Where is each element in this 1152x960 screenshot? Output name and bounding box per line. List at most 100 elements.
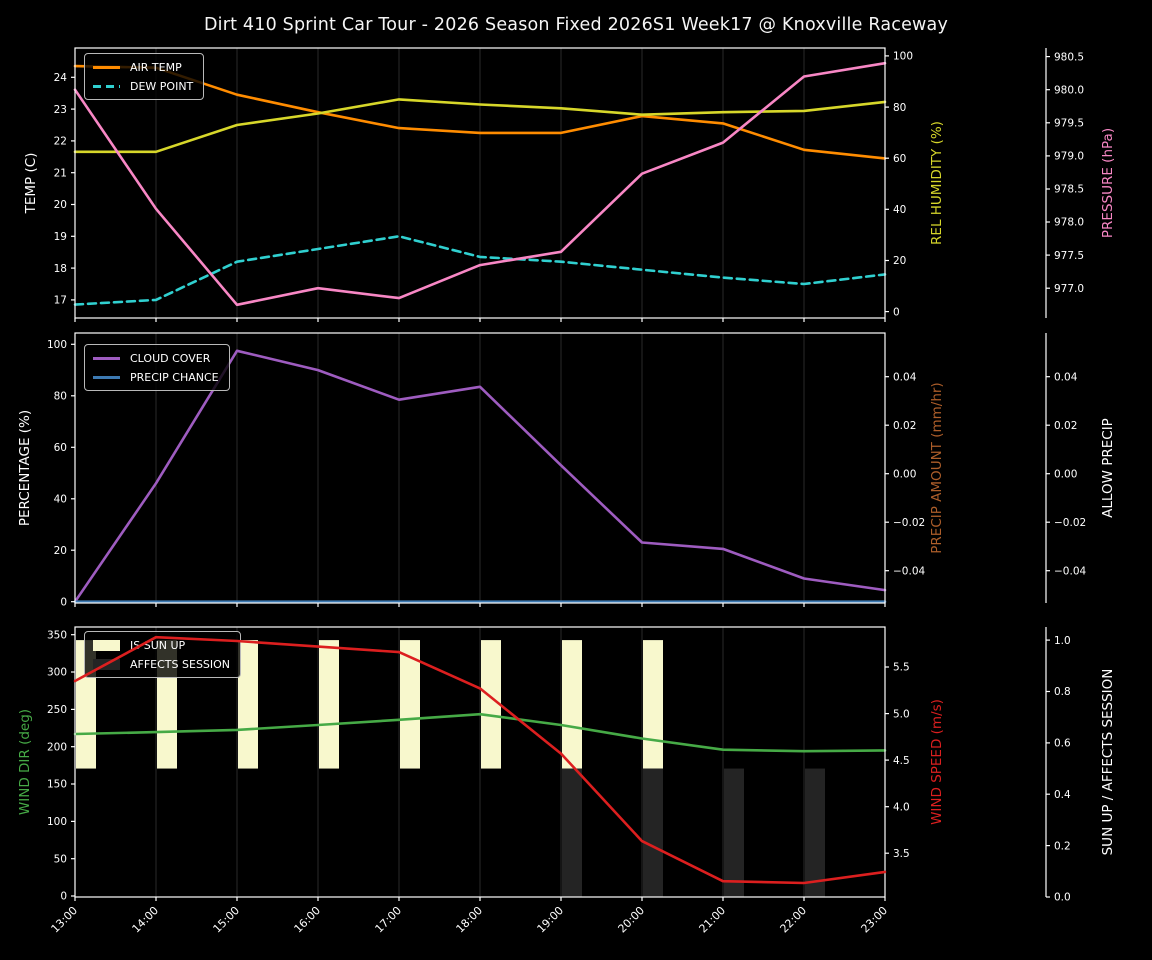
y-axis-label-wind-dir: WIND DIR (deg): [17, 708, 33, 816]
y-tick-label: 5.5: [893, 662, 910, 674]
legend-item-is-sun-up: IS SUN UP: [93, 638, 230, 652]
series-pressure: [73, 61, 887, 307]
bar-affects-session: [724, 768, 744, 897]
bar-is-sun-up: [481, 640, 501, 769]
series-air-temp: [73, 64, 887, 160]
y-tick-label: 60: [893, 153, 906, 165]
y-tick-label: 0.04: [893, 371, 917, 383]
y-tick-label: 980.5: [1054, 51, 1084, 63]
y-tick-label: 100: [47, 339, 67, 351]
y-tick-label: 0.4: [1054, 789, 1071, 801]
legend-temperature: AIR TEMP DEW POINT: [84, 53, 205, 100]
y-tick-label: 24: [54, 72, 68, 84]
y-tick-label: 0.04: [1054, 371, 1078, 383]
y-tick-label: 250: [47, 704, 67, 716]
dew-point-dashed-line-swatch: [93, 84, 120, 88]
y-axis-label-percentage: PERCENTAGE (%): [17, 409, 33, 527]
precip-chance-line-swatch: [93, 375, 120, 379]
y-tick-label: 20: [54, 199, 67, 211]
y-tick-label: 40: [54, 493, 67, 505]
x-tick-label: 22:00: [778, 904, 810, 936]
y-tick-label: 100: [893, 51, 913, 63]
x-tick-label: 13:00: [49, 904, 81, 936]
affects-session-patch-swatch: [93, 658, 120, 670]
y-tick-label: 977.0: [1054, 283, 1084, 295]
x-tick-label: 21:00: [697, 904, 729, 936]
y-tick-label: 80: [54, 390, 67, 402]
y-tick-label: 40: [893, 204, 906, 216]
y-axis-label-rel-humidity: REL HUMIDITY (%): [929, 121, 945, 245]
x-tick-label: 15:00: [211, 904, 243, 936]
y-tick-label: 0: [893, 306, 900, 318]
cloud-cover-line-swatch: [93, 356, 120, 360]
bar-affects-session: [562, 768, 582, 897]
legend-label-dew-point: DEW POINT: [130, 79, 194, 93]
y-axis-label-wind-speed: WIND SPEED (m/s): [929, 699, 945, 825]
bar-is-sun-up: [319, 640, 339, 769]
y-tick-label: 300: [47, 667, 67, 679]
y-tick-label: 0.8: [1054, 686, 1071, 698]
legend-label-cloud-cover: CLOUD COVER: [130, 351, 211, 365]
y-tick-label: 979.5: [1054, 117, 1084, 129]
y-tick-label: 20: [54, 545, 67, 557]
bar-affects-session: [643, 768, 663, 897]
y-tick-label: 0.6: [1054, 738, 1071, 750]
panel-temperature: 17 18 19 20 21 22 23 24 0 20 40 60 80 100 977.0 977.5 97…: [54, 47, 1084, 322]
y-tick-label: 150: [47, 779, 67, 791]
y-tick-label: 18: [54, 263, 67, 275]
y-tick-label: 0: [60, 596, 67, 608]
legend-item-cloud-cover: CLOUD COVER: [93, 351, 219, 365]
y-tick-label: 0.00: [1054, 468, 1077, 480]
legend-wind: IS SUN UP AFFECTS SESSION: [84, 631, 242, 678]
y-tick-label: −0.02: [1054, 517, 1086, 529]
y-tick-label: 50: [54, 853, 67, 865]
y-axis-label-allow-precip: ALLOW PRECIP: [1100, 418, 1116, 518]
legend-item-dew-point: DEW POINT: [93, 79, 193, 93]
y-tick-label: 980.0: [1054, 84, 1084, 96]
x-tick-label: 19:00: [535, 904, 567, 936]
legend-item-precip-chance: PRECIP CHANCE: [93, 370, 219, 384]
chart-title: Dirt 410 Sprint Car Tour - 2026 Season F…: [203, 15, 949, 35]
y-tick-label: 17: [54, 295, 67, 307]
x-tick-label: 20:00: [616, 904, 648, 936]
y-tick-label: 20: [893, 255, 906, 267]
series-rel-humidity: [73, 98, 887, 154]
y-tick-label: 100: [47, 816, 67, 828]
y-tick-label: −0.04: [1054, 565, 1086, 577]
bar-is-sun-up: [400, 640, 420, 769]
x-tick-label: 18:00: [454, 904, 486, 936]
y-tick-label: 0.02: [1054, 420, 1077, 432]
y-tick-label: −0.04: [893, 565, 925, 577]
y-tick-label: 60: [54, 442, 67, 454]
bar-affects-session: [805, 768, 825, 897]
y-tick-label: 0.0: [1054, 892, 1071, 904]
y-tick-label: 0: [60, 891, 67, 903]
legend-item-affects-session: AFFECTS SESSION: [93, 657, 230, 671]
y-tick-label: 977.5: [1054, 250, 1084, 262]
x-tick-label: 16:00: [292, 904, 324, 936]
y-tick-label: 5.0: [893, 708, 910, 720]
legend-label-is-sun-up: IS SUN UP: [130, 638, 186, 652]
legend-label-air-temp: AIR TEMP: [130, 60, 182, 74]
y-tick-label: 350: [47, 629, 67, 641]
y-tick-label: 21: [54, 167, 67, 179]
panel-precipitation: 0 20 40 60 80 100 0.04 0.02 0.00 −0.02 −0.04 0.04 0.…: [47, 332, 1086, 608]
is-sun-up-patch-swatch: [93, 639, 120, 651]
y-tick-label: 1.0: [1054, 635, 1071, 647]
y-tick-label: 978.0: [1054, 217, 1084, 229]
y-tick-label: 19: [54, 231, 67, 243]
bar-is-sun-up: [643, 640, 663, 769]
x-tick-label: 17:00: [373, 904, 405, 936]
y-tick-label: −0.02: [893, 517, 925, 529]
y-tick-label: 4.0: [893, 801, 910, 813]
y-tick-label: 3.5: [893, 848, 910, 860]
series-cloud-cover: [73, 349, 887, 604]
y-tick-label: 0.00: [893, 468, 916, 480]
y-tick-label: 80: [893, 102, 906, 114]
x-tick-label: 23:00: [859, 904, 891, 936]
y-axis-label-sun-up-affects-session: SUN UP / AFFECTS SESSION: [1100, 668, 1116, 856]
legend-item-air-temp: AIR TEMP: [93, 60, 193, 74]
y-tick-label: 23: [54, 104, 67, 116]
